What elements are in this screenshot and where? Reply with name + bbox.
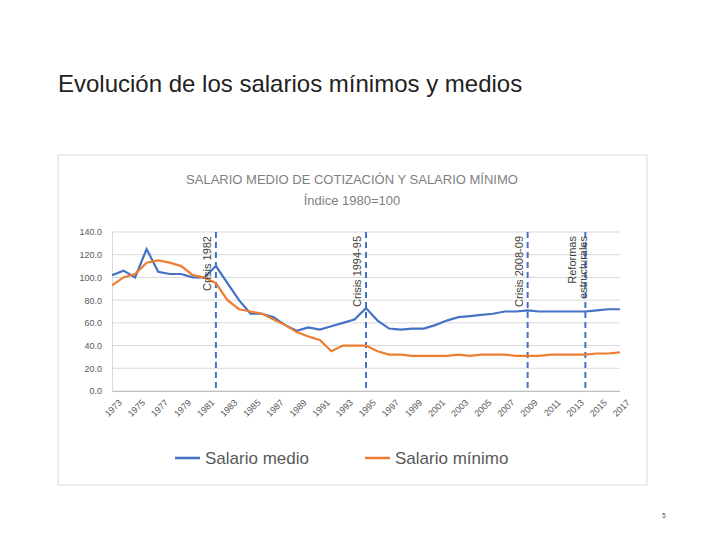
y-tick: 0.0 bbox=[89, 386, 112, 396]
y-axis: 0.0 20.0 40.0 60.0 80.0 100.0 120.0 140.0 bbox=[79, 227, 112, 396]
x-tick-label: 1999 bbox=[403, 397, 424, 418]
x-tick: 1975 bbox=[126, 391, 147, 419]
plot-area bbox=[112, 232, 620, 391]
legend-label: Salario mínimo bbox=[395, 449, 508, 468]
y-tick-label: 80.0 bbox=[84, 296, 102, 306]
series-line bbox=[112, 260, 620, 355]
x-tick-label: 2001 bbox=[426, 397, 447, 418]
annotation-label: Reformasestructurales bbox=[566, 236, 589, 299]
x-tick-label: 2005 bbox=[472, 397, 493, 418]
x-tick-label: 1985 bbox=[241, 397, 262, 418]
x-tick: 2017 bbox=[611, 391, 632, 419]
x-tick-label: 1987 bbox=[264, 397, 285, 418]
x-tick: 1977 bbox=[149, 391, 170, 419]
y-tick-label: 20.0 bbox=[84, 364, 102, 374]
y-tick: 120.0 bbox=[79, 250, 112, 260]
x-tick: 1973 bbox=[103, 391, 124, 419]
page-title: Evolución de los salarios mínimos y medi… bbox=[58, 70, 522, 97]
x-tick-label: 2009 bbox=[518, 397, 539, 418]
x-tick-label: 2011 bbox=[542, 397, 563, 418]
x-tick-label: 2015 bbox=[588, 397, 609, 418]
legend-label: Salario medio bbox=[205, 449, 309, 468]
x-tick-label: 2007 bbox=[495, 397, 516, 418]
x-tick: 2009 bbox=[518, 391, 539, 419]
x-tick-label: 1989 bbox=[288, 397, 309, 418]
x-tick-label: 2013 bbox=[565, 397, 586, 418]
x-tick: 2005 bbox=[472, 391, 493, 419]
slide: Evolución de los salarios mínimos y medi… bbox=[0, 0, 720, 540]
x-tick-label: 1981 bbox=[195, 397, 216, 418]
x-tick-label: 1979 bbox=[172, 397, 193, 418]
x-tick: 1997 bbox=[380, 391, 401, 419]
y-tick-label: 40.0 bbox=[84, 341, 102, 351]
y-tick: 20.0 bbox=[84, 364, 112, 374]
y-tick: 80.0 bbox=[84, 296, 112, 306]
x-tick: 1983 bbox=[218, 391, 239, 419]
chart-frame bbox=[58, 155, 647, 485]
legend-swatch bbox=[365, 457, 390, 460]
x-tick-label: 1983 bbox=[218, 397, 239, 418]
x-tick-label: 1977 bbox=[149, 397, 170, 418]
chart-title: SALARIO MEDIO DE COTIZACIÓN Y SALARIO MÍ… bbox=[186, 172, 518, 187]
annotation-label: Crisis 2008-09 bbox=[513, 236, 525, 307]
x-tick-label: 2017 bbox=[611, 397, 632, 418]
y-tick: 60.0 bbox=[84, 318, 112, 328]
chart-subtitle: Índice 1980=100 bbox=[304, 193, 401, 208]
x-tick: 1979 bbox=[172, 391, 193, 419]
x-tick: 1981 bbox=[195, 391, 216, 419]
annotation-label: Crisis 1994-95 bbox=[351, 236, 363, 307]
legend: Salario medio Salario mínimo bbox=[175, 449, 508, 468]
x-tick-label: 1997 bbox=[380, 397, 401, 418]
annotations: Crisis 1982 Crisis 1994-95 Crisis 2008-09 R… bbox=[201, 236, 589, 307]
legend-swatch bbox=[175, 457, 200, 460]
x-tick-label: 1973 bbox=[103, 397, 124, 418]
x-tick-label: 1991 bbox=[311, 397, 332, 418]
series-line bbox=[112, 249, 620, 331]
annotation-label-line: estructurales bbox=[577, 236, 589, 299]
page-number: 5 bbox=[662, 512, 666, 519]
annotation-line bbox=[365, 232, 367, 391]
x-tick: 2015 bbox=[588, 391, 609, 419]
x-tick-label: 1975 bbox=[126, 397, 147, 418]
x-axis-line bbox=[113, 391, 621, 392]
x-tick: 2007 bbox=[495, 391, 516, 419]
y-axis-line bbox=[112, 233, 113, 392]
x-tick: 1999 bbox=[403, 391, 424, 419]
x-tick: 1995 bbox=[357, 391, 378, 419]
x-tick: 1985 bbox=[241, 391, 262, 419]
x-tick: 1987 bbox=[264, 391, 285, 419]
y-tick-label: 140.0 bbox=[79, 227, 102, 237]
x-tick: 1993 bbox=[334, 391, 355, 419]
y-tick-label: 120.0 bbox=[79, 250, 102, 260]
y-tick-label: 60.0 bbox=[84, 318, 102, 328]
grid bbox=[112, 232, 620, 391]
y-tick: 140.0 bbox=[79, 227, 112, 237]
x-tick: 1989 bbox=[288, 391, 309, 419]
x-tick: 2001 bbox=[426, 391, 447, 419]
x-tick: 2013 bbox=[565, 391, 586, 419]
x-tick: 2011 bbox=[542, 391, 563, 418]
x-tick-label: 1993 bbox=[334, 397, 355, 418]
x-tick-label: 2003 bbox=[449, 397, 470, 418]
x-tick-label: 1995 bbox=[357, 397, 378, 418]
y-tick: 100.0 bbox=[79, 273, 112, 283]
annotation-line bbox=[215, 232, 217, 391]
annotation-label: Crisis 1982 bbox=[201, 236, 213, 291]
x-tick: 2003 bbox=[449, 391, 470, 419]
y-tick-label: 100.0 bbox=[79, 273, 102, 283]
y-tick: 40.0 bbox=[84, 341, 112, 351]
y-tick-label: 0.0 bbox=[89, 386, 102, 396]
x-axis: 1973197519771979198119831985198719891991… bbox=[103, 391, 632, 419]
grid-line bbox=[112, 300, 620, 301]
x-tick: 1991 bbox=[311, 391, 332, 419]
